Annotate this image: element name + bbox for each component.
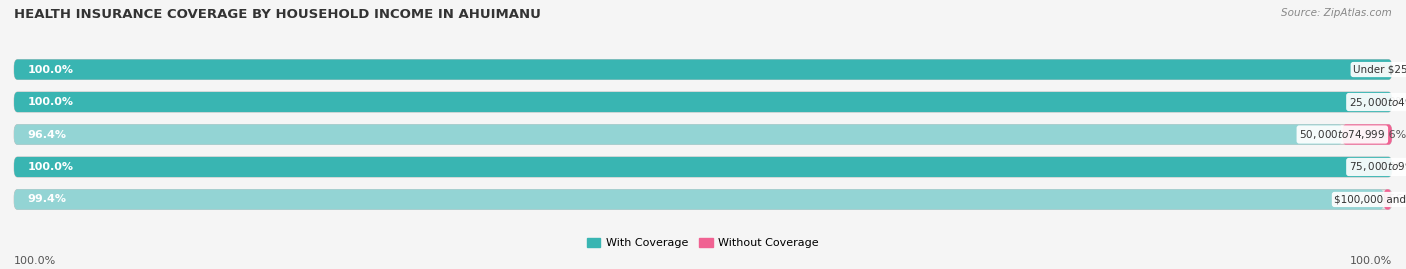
FancyBboxPatch shape <box>14 157 1392 177</box>
Text: Under $25,000: Under $25,000 <box>1353 65 1406 75</box>
Text: 99.4%: 99.4% <box>28 194 67 204</box>
Text: 0.0%: 0.0% <box>1378 97 1406 107</box>
Text: 100.0%: 100.0% <box>28 97 75 107</box>
Text: $75,000 to $99,999: $75,000 to $99,999 <box>1348 161 1406 174</box>
Text: Source: ZipAtlas.com: Source: ZipAtlas.com <box>1281 8 1392 18</box>
Text: 100.0%: 100.0% <box>28 162 75 172</box>
Text: 100.0%: 100.0% <box>14 256 56 266</box>
Text: 3.6%: 3.6% <box>1378 129 1406 140</box>
FancyBboxPatch shape <box>1384 189 1392 210</box>
FancyBboxPatch shape <box>14 157 1392 177</box>
Text: $25,000 to $49,999: $25,000 to $49,999 <box>1348 95 1406 108</box>
FancyBboxPatch shape <box>1343 125 1392 144</box>
FancyBboxPatch shape <box>1343 125 1392 144</box>
Text: $50,000 to $74,999: $50,000 to $74,999 <box>1299 128 1385 141</box>
FancyBboxPatch shape <box>14 59 1392 80</box>
Text: 0.56%: 0.56% <box>1378 194 1406 204</box>
Text: HEALTH INSURANCE COVERAGE BY HOUSEHOLD INCOME IN AHUIMANU: HEALTH INSURANCE COVERAGE BY HOUSEHOLD I… <box>14 8 541 21</box>
FancyBboxPatch shape <box>14 189 1384 210</box>
FancyBboxPatch shape <box>14 125 1343 144</box>
FancyBboxPatch shape <box>1384 189 1392 210</box>
Legend: With Coverage, Without Coverage: With Coverage, Without Coverage <box>582 233 824 253</box>
FancyBboxPatch shape <box>14 189 1392 210</box>
FancyBboxPatch shape <box>14 92 1392 112</box>
Text: 100.0%: 100.0% <box>28 65 75 75</box>
Text: $100,000 and over: $100,000 and over <box>1334 194 1406 204</box>
FancyBboxPatch shape <box>14 59 1392 80</box>
Text: 96.4%: 96.4% <box>28 129 67 140</box>
Text: 0.0%: 0.0% <box>1378 65 1406 75</box>
FancyBboxPatch shape <box>14 125 1392 144</box>
Text: 0.0%: 0.0% <box>1378 162 1406 172</box>
Text: 100.0%: 100.0% <box>1350 256 1392 266</box>
FancyBboxPatch shape <box>14 92 1392 112</box>
